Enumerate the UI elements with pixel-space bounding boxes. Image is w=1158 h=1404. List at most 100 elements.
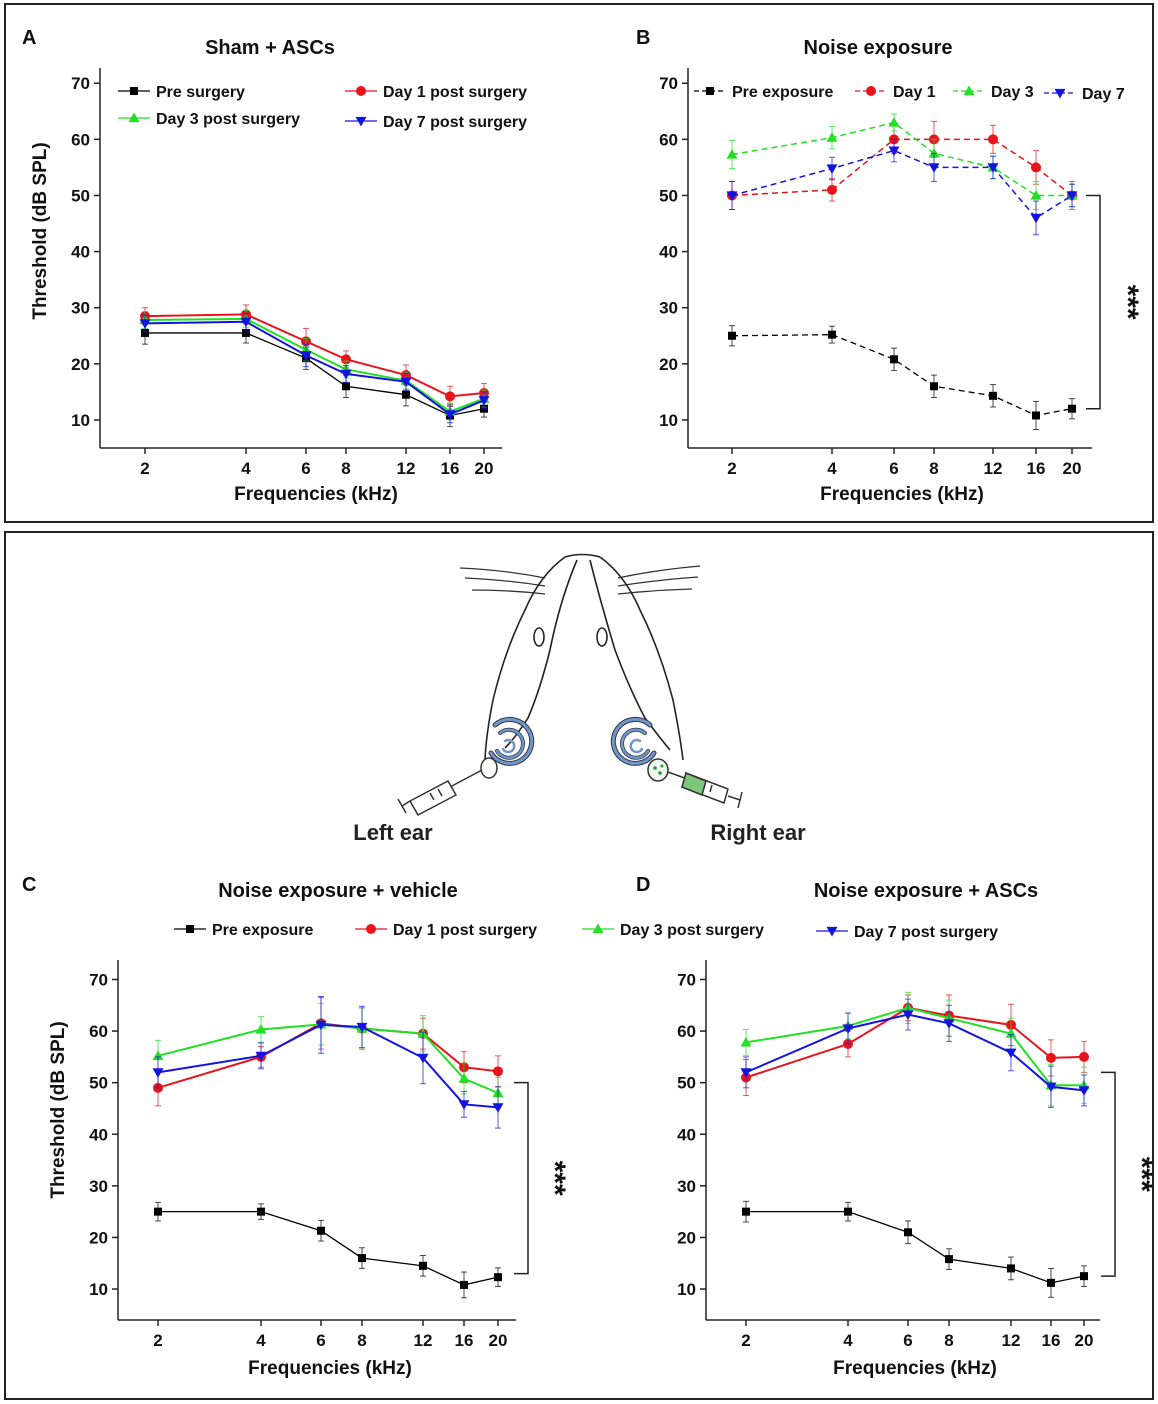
rat-head-right-inner: [589, 559, 671, 751]
series-day7: [139, 312, 490, 424]
data-point: [943, 1019, 955, 1029]
data-point: [255, 1051, 267, 1062]
legend-marker: [963, 85, 975, 96]
y-tick-label: 60: [677, 1022, 696, 1041]
series-day1: [727, 120, 1077, 210]
significance-bracket: [514, 1081, 529, 1275]
panel-letter-c: C: [22, 874, 36, 896]
legend-marker: [826, 926, 838, 937]
y-tick-label: 30: [71, 299, 90, 318]
right-cochlea-icon: [610, 716, 669, 782]
data-point: [844, 1207, 852, 1216]
left-ear-label: Left ear: [353, 820, 433, 845]
legend-label: Pre exposure: [732, 84, 833, 101]
data-point: [1066, 191, 1078, 201]
series-line: [144, 313, 485, 398]
y-tick-label: 70: [89, 970, 108, 989]
y-tick-label: 60: [89, 1022, 108, 1041]
x-tick-label: 16: [1027, 459, 1046, 478]
chart-title: Noise exposure + vehicle: [218, 880, 458, 902]
chart-title: Noise exposure: [804, 37, 953, 59]
y-tick-label: 20: [659, 355, 678, 374]
data-point: [904, 1228, 912, 1237]
chart-panel-d: Noise exposure + ASCs Frequencies (kHz) …: [677, 880, 1158, 1379]
x-tick-label: 12: [397, 459, 416, 478]
data-point: [458, 1100, 470, 1110]
chart-title: Sham + ASCs: [205, 37, 335, 59]
data-point: [1045, 1082, 1057, 1093]
data-point: [356, 1022, 368, 1033]
legend-label: Day 7: [1082, 86, 1125, 103]
data-point: [358, 1254, 366, 1263]
y-tick-label: 70: [659, 74, 678, 93]
data-point: [740, 1036, 752, 1047]
data-point: [742, 1207, 750, 1216]
y-tick-label: 30: [89, 1177, 108, 1196]
panel-letter-a: A: [22, 27, 36, 49]
y-tick-label: 50: [659, 186, 678, 205]
series-line: [157, 1023, 499, 1109]
data-point: [1031, 162, 1041, 173]
x-tick-label: 6: [903, 1331, 912, 1350]
legend-label: Pre exposure: [212, 922, 313, 939]
series-day7: [740, 998, 1090, 1108]
series-line: [745, 1006, 1084, 1087]
x-axis-label: Frequencies (kHz): [820, 484, 984, 505]
data-point: [1079, 1051, 1089, 1062]
data-point: [1007, 1264, 1015, 1273]
y-tick-label: 50: [677, 1074, 696, 1093]
x-axis-label: Frequencies (kHz): [234, 484, 398, 505]
data-point: [478, 396, 490, 406]
legend-label: Day 1: [893, 84, 936, 101]
legend-marker: [866, 86, 876, 96]
data-point: [402, 390, 410, 399]
y-tick-label: 40: [677, 1125, 696, 1144]
data-point: [492, 1103, 504, 1113]
data-point: [726, 148, 738, 159]
legend-marker: [366, 924, 376, 934]
data-point: [842, 1024, 854, 1034]
chart-panel-c: Noise exposure + vehicle Threshold (dB S…: [48, 880, 998, 1379]
x-tick-label: 8: [944, 1331, 953, 1350]
legend-label: Day 7 post surgery: [383, 114, 527, 131]
series-line: [731, 121, 1072, 197]
data-point: [444, 410, 456, 420]
data-point: [928, 147, 940, 158]
x-tick-label: 2: [140, 459, 149, 478]
series-line: [157, 1022, 499, 1089]
series-line: [746, 1211, 1085, 1284]
series-pre: [154, 1201, 502, 1299]
legend-label: Day 3: [991, 84, 1034, 101]
data-point: [300, 351, 312, 361]
panel-letter-b: B: [636, 27, 650, 49]
data-point: [1047, 1278, 1055, 1287]
series-pre: [728, 325, 1076, 430]
series-day7: [152, 996, 504, 1129]
x-tick-label: 20: [489, 1331, 508, 1350]
data-point: [152, 1068, 164, 1078]
chart-title: Noise exposure + ASCs: [814, 880, 1038, 902]
data-point: [826, 164, 838, 175]
panel-cd-frame: [4, 531, 1154, 1400]
legend-label: Day 1 post surgery: [383, 84, 527, 101]
data-point: [826, 132, 838, 142]
legend-item-pre: Pre surgery: [118, 84, 245, 101]
y-tick-label: 40: [89, 1125, 108, 1144]
x-tick-label: 2: [153, 1331, 162, 1350]
panel-letter-d: D: [636, 874, 650, 896]
rat-head-illustration: Left ear Right ear: [353, 553, 806, 845]
data-point: [728, 331, 736, 340]
rat-head-left-outline: [484, 556, 566, 761]
data-point: [828, 330, 836, 339]
legend-item-day3: Day 3 post surgery: [582, 922, 764, 939]
data-point: [141, 328, 149, 337]
legend-marker: [186, 925, 194, 933]
data-point: [139, 319, 151, 329]
legend-item-day1: Day 1: [855, 84, 936, 101]
legend-item-day7: Day 7 post surgery: [345, 114, 527, 131]
data-point: [341, 354, 351, 365]
legend-item-day3: Day 3: [953, 84, 1034, 101]
x-tick-label: 4: [241, 459, 251, 478]
data-point: [1046, 1052, 1056, 1063]
